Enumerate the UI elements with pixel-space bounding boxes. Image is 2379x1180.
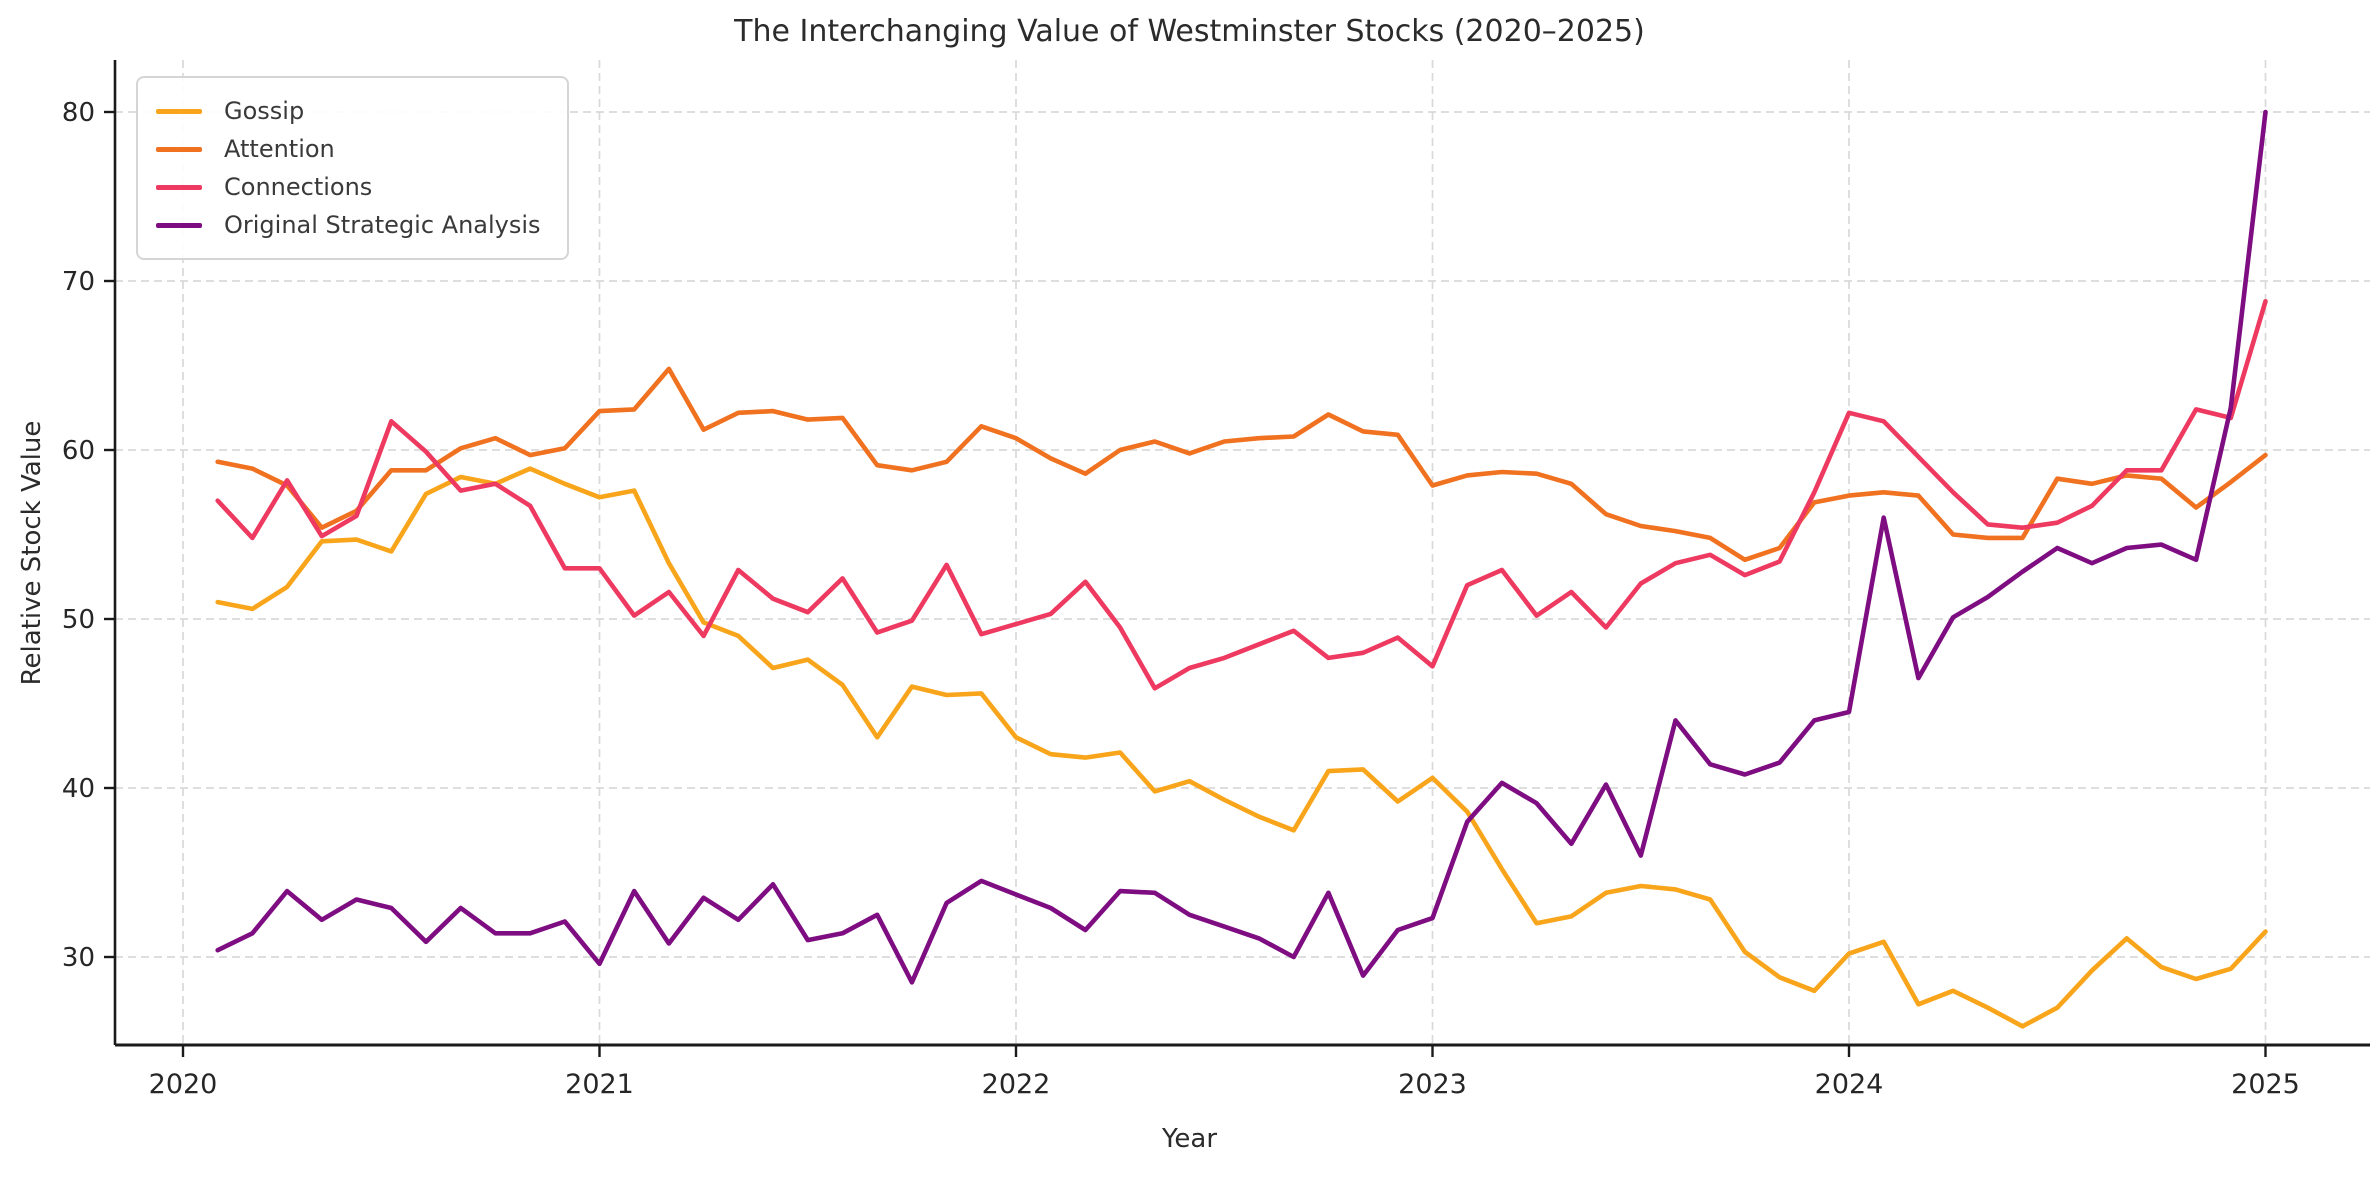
legend-line-swatch bbox=[156, 184, 202, 190]
legend-line-swatch bbox=[156, 146, 202, 152]
x-tick-label: 2020 bbox=[149, 1069, 218, 1100]
y-tick-label: 50 bbox=[62, 605, 95, 635]
series-line-original-strategic-analysis bbox=[215, 109, 2268, 985]
y-tick-label: 30 bbox=[62, 943, 95, 973]
legend-item-connections: Connections bbox=[156, 168, 541, 206]
legend-label: Gossip bbox=[224, 97, 305, 125]
legend-item-attention: Attention bbox=[156, 130, 541, 168]
x-tick-label: 2024 bbox=[1815, 1069, 1884, 1100]
legend-label: Attention bbox=[224, 135, 335, 163]
x-tick-label: 2023 bbox=[1398, 1069, 1467, 1100]
y-tick-label: 70 bbox=[62, 267, 95, 297]
x-tick-label: 2021 bbox=[565, 1069, 634, 1100]
y-tick-label: 60 bbox=[62, 436, 95, 466]
x-axis-label: Year bbox=[1161, 1124, 1218, 1154]
series-line-attention bbox=[215, 366, 2268, 563]
legend-line-swatch bbox=[156, 108, 202, 114]
legend-label: Original Strategic Analysis bbox=[224, 211, 541, 239]
y-tick-label: 80 bbox=[62, 98, 95, 128]
y-tick-label: 40 bbox=[62, 774, 95, 804]
legend-label: Connections bbox=[224, 173, 373, 201]
series-line-gossip bbox=[215, 466, 2268, 1029]
legend-item-gossip: Gossip bbox=[156, 92, 541, 130]
legend-item-original-strategic-analysis: Original Strategic Analysis bbox=[156, 206, 541, 244]
chart-title: The Interchanging Value of Westminster S… bbox=[734, 14, 1645, 49]
x-tick-label: 2025 bbox=[2231, 1069, 2300, 1100]
y-axis-label: Relative Stock Value bbox=[17, 420, 47, 686]
series-line-connections bbox=[215, 298, 2268, 691]
x-tick-label: 2022 bbox=[982, 1069, 1051, 1100]
chart-legend: Gossip Attention Connections Original Strat… bbox=[136, 76, 569, 260]
legend-line-swatch bbox=[156, 222, 202, 228]
